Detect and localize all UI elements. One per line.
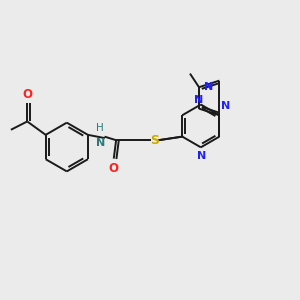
- Text: N: N: [197, 152, 206, 161]
- Text: N: N: [221, 101, 230, 111]
- Text: N: N: [204, 82, 213, 92]
- Text: N: N: [96, 138, 106, 148]
- Text: H: H: [96, 123, 104, 134]
- Text: O: O: [109, 162, 119, 175]
- Text: O: O: [22, 88, 32, 101]
- Text: N: N: [194, 95, 204, 105]
- Text: S: S: [151, 134, 160, 147]
